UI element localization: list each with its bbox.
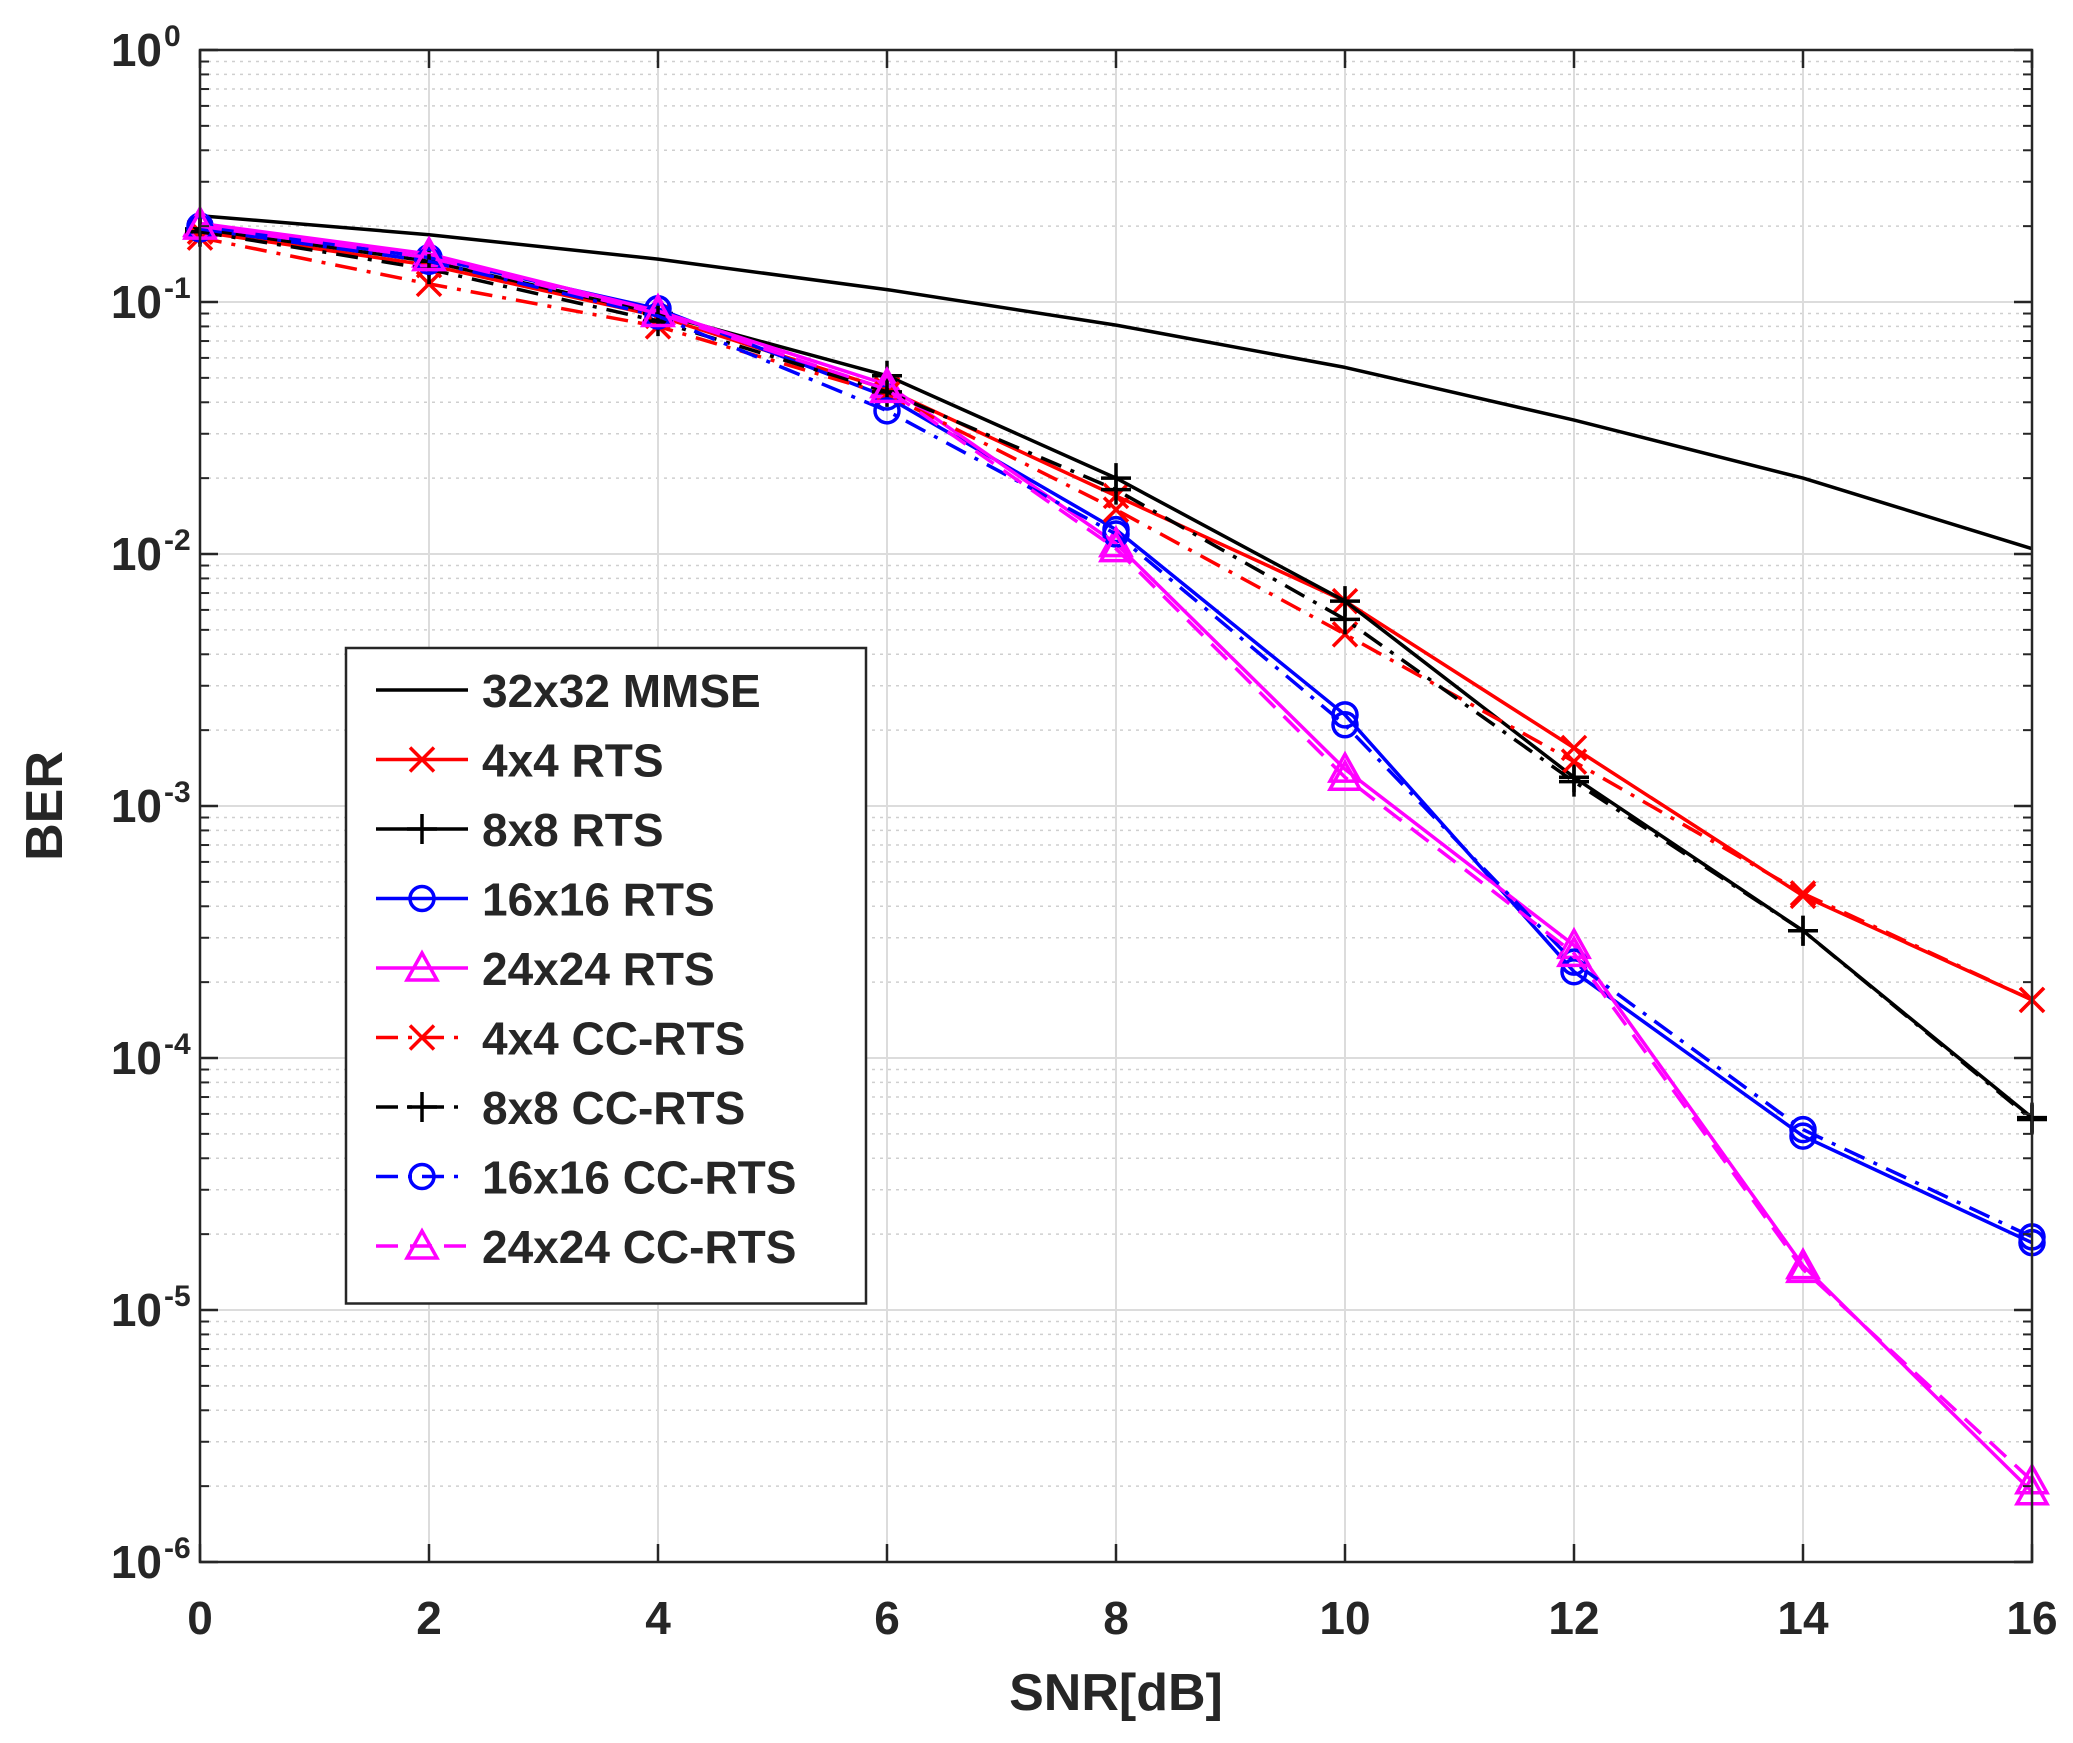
- y-tick-label: 10: [111, 276, 162, 328]
- x-tick-label: 16: [2006, 1592, 2057, 1644]
- x-tick-label: 0: [187, 1592, 213, 1644]
- y-tick-label-exponent: -4: [164, 1028, 191, 1061]
- legend-label: 4x4 RTS: [482, 735, 664, 787]
- legend-label: 16x16 RTS: [482, 874, 715, 926]
- x-tick-label: 6: [874, 1592, 900, 1644]
- legend-label: 24x24 RTS: [482, 943, 715, 995]
- legend-label: 24x24 CC-RTS: [482, 1221, 796, 1273]
- legend-label: 32x32 MMSE: [482, 665, 761, 717]
- y-tick-label-exponent: -5: [164, 1280, 191, 1313]
- legend-label: 8x8 CC-RTS: [482, 1082, 745, 1134]
- x-tick-label: 8: [1103, 1592, 1129, 1644]
- y-tick-label: 10: [111, 528, 162, 580]
- legend-label: 8x8 RTS: [482, 804, 664, 856]
- x-tick-label: 2: [416, 1592, 442, 1644]
- y-tick-label: 10: [111, 1284, 162, 1336]
- legend: 32x32 MMSE 4x4 RTS 8x8 RTS 16x16 RTS 24x24 R…: [346, 648, 866, 1304]
- legend-label: 4x4 CC-RTS: [482, 1013, 745, 1065]
- y-tick-label-exponent: -1: [164, 272, 191, 305]
- y-tick-label-exponent: 0: [164, 20, 181, 53]
- y-tick-label: 10: [111, 1032, 162, 1084]
- x-tick-label: 12: [1548, 1592, 1599, 1644]
- y-tick-label: 10: [111, 1536, 162, 1588]
- y-tick-label: 10: [111, 780, 162, 832]
- x-tick-label: 4: [645, 1592, 671, 1644]
- y-tick-label-exponent: -6: [164, 1532, 191, 1565]
- y-tick-label-exponent: -3: [164, 776, 191, 809]
- ber-vs-snr-chart: 0 2 4 6 8 10 12 14 16 10-610-510-410-310-210-110…: [0, 0, 2073, 1743]
- x-tick-label: 14: [1777, 1592, 1829, 1644]
- y-tick-label: 10: [111, 24, 162, 76]
- legend-label: 16x16 CC-RTS: [482, 1152, 796, 1204]
- x-tick-label: 10: [1319, 1592, 1370, 1644]
- y-axis-label: BER: [16, 751, 74, 861]
- y-tick-label-exponent: -2: [164, 524, 191, 557]
- x-axis-label: SNR[dB]: [1009, 1664, 1223, 1722]
